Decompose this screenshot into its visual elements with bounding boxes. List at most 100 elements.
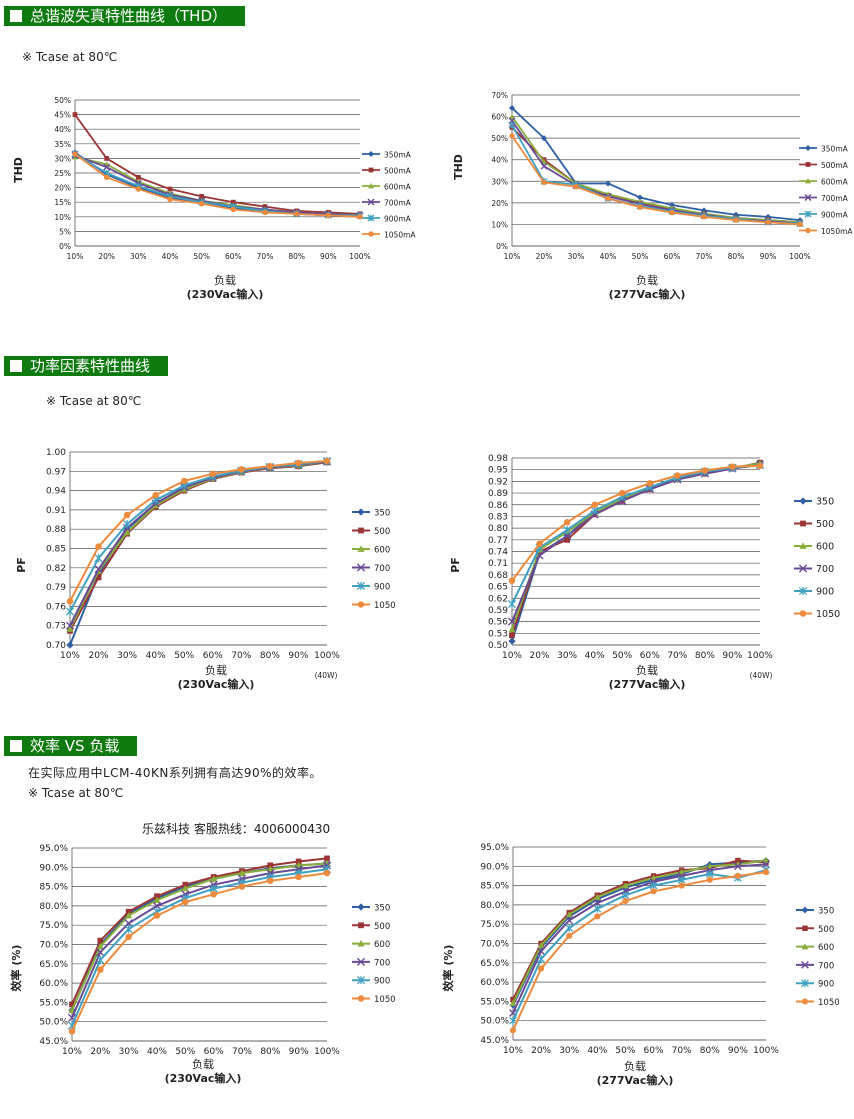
section-title: 功率因素特性曲线	[30, 357, 151, 375]
data-point-600	[153, 896, 161, 903]
series-line-700	[69, 460, 328, 627]
tcase-note: ※ Tcase at 80℃	[28, 786, 124, 800]
x-tick-label: 30%	[559, 1046, 579, 1056]
data-point-1050mA	[573, 183, 579, 190]
data-point-900mA	[508, 121, 516, 129]
x-axis-sublabel: (277Vac输入)	[609, 677, 686, 691]
y-tick-label: 0.77	[488, 536, 508, 546]
y-tick-label: 70.0%	[39, 941, 68, 951]
legend-marker	[801, 961, 809, 969]
series-line-350mA	[511, 107, 801, 222]
data-point-350mA	[669, 202, 675, 209]
y-tick-label: 75.0%	[480, 920, 509, 930]
data-point-500	[95, 574, 102, 581]
data-point-700	[762, 860, 770, 869]
y-tick-label: 0.98	[488, 454, 508, 464]
data-point-900	[705, 870, 714, 878]
y-tick-label: 0.92	[488, 477, 508, 487]
data-point-600	[537, 942, 545, 949]
y-tick-label: 50%	[491, 134, 508, 143]
data-point-900	[563, 526, 572, 535]
legend-marker	[798, 586, 808, 596]
x-axis-label: 负载	[192, 1057, 214, 1071]
data-point-900	[507, 600, 517, 609]
y-tick-label: 0.83	[488, 512, 508, 522]
x-tick-label: 30%	[557, 651, 577, 661]
data-point-1050	[594, 913, 601, 920]
legend-marker	[357, 601, 365, 608]
series-line-900	[71, 868, 328, 1026]
data-point-1050mA	[701, 214, 707, 220]
x-tick-label: 50%	[174, 651, 194, 661]
data-point-500	[295, 858, 302, 865]
x-tick-label: 20%	[531, 1046, 551, 1056]
x-axis-note: (40W)	[315, 671, 338, 680]
x-tick-label: 80%	[700, 1046, 720, 1056]
series-line-1050	[69, 460, 328, 602]
data-point-600	[125, 911, 133, 919]
x-tick-label: 70%	[667, 651, 687, 661]
x-tick-label: 60%	[644, 1046, 664, 1056]
data-point-500	[97, 937, 104, 944]
data-point-1050	[266, 462, 274, 470]
y-tick-label: 0%	[496, 242, 508, 251]
series-line-900	[511, 464, 761, 605]
data-point-500	[267, 862, 274, 869]
y-tick-label: 85.0%	[39, 883, 68, 893]
legend-marker	[368, 167, 374, 173]
x-tick-label: 70%	[696, 252, 713, 261]
y-tick-label: 75.0%	[39, 921, 68, 931]
data-point-600	[238, 869, 246, 876]
data-point-1050	[210, 891, 217, 898]
y-tick-label: 0.82	[46, 564, 66, 574]
data-point-700	[96, 948, 105, 957]
data-point-600	[565, 911, 573, 918]
data-point-500	[510, 996, 516, 1003]
y-tick-label: 0.74	[488, 548, 508, 558]
x-tick-label: 80%	[728, 252, 745, 261]
data-point-1050mA	[357, 214, 363, 220]
data-point-500	[564, 536, 570, 543]
data-point-1050	[678, 882, 685, 889]
y-tick-label: 25%	[54, 169, 71, 178]
y-tick-label: 45.0%	[39, 1037, 68, 1047]
series-line-600	[71, 862, 328, 1011]
y-tick-label: 95.0%	[39, 844, 68, 854]
x-tick-label: 90%	[728, 1046, 748, 1056]
data-point-500	[182, 881, 189, 888]
data-point-900	[621, 891, 630, 900]
x-tick-label: 60%	[203, 651, 223, 661]
legend-marker	[805, 178, 811, 184]
x-tick-label: 40%	[600, 252, 617, 261]
data-point-1050	[95, 543, 102, 550]
y-tick-label: 80.0%	[480, 901, 509, 911]
x-axis-label: 负载	[214, 273, 236, 287]
legend-label: 600	[818, 943, 834, 953]
y-tick-label: 0.76	[46, 602, 66, 612]
data-point-700	[593, 899, 602, 907]
x-tick-label: 90%	[760, 252, 777, 261]
y-tick-label: 1.00	[46, 448, 66, 458]
legend-marker	[357, 995, 365, 1002]
data-point-900	[593, 904, 602, 913]
x-tick-label: 20%	[89, 651, 109, 661]
y-tick-label: 20%	[54, 184, 71, 193]
data-point-500mA	[199, 193, 205, 199]
x-tick-label: 20%	[98, 252, 115, 261]
y-tick-label: 85.0%	[480, 882, 509, 892]
data-point-1050	[591, 501, 598, 508]
data-point-350mA	[637, 194, 643, 201]
y-tick-label: 0.62	[488, 594, 508, 604]
data-point-350mA	[701, 207, 707, 214]
data-point-700	[65, 621, 75, 630]
data-point-1050mA	[72, 151, 78, 157]
x-tick-label: 50%	[193, 252, 210, 261]
legend-marker	[356, 976, 366, 985]
data-point-700	[152, 901, 162, 910]
y-tick-label: 60.0%	[480, 978, 509, 988]
tcase-note: ※ Tcase at 80℃	[22, 50, 118, 64]
legend-label: 1050	[816, 609, 840, 620]
pf-277vac-chart: 0.50 0.530.56 0.59 0.620.65 0.68 0.710.74 0.77…	[449, 454, 840, 691]
data-point-1050	[650, 888, 657, 895]
series-line-700	[512, 863, 767, 1014]
